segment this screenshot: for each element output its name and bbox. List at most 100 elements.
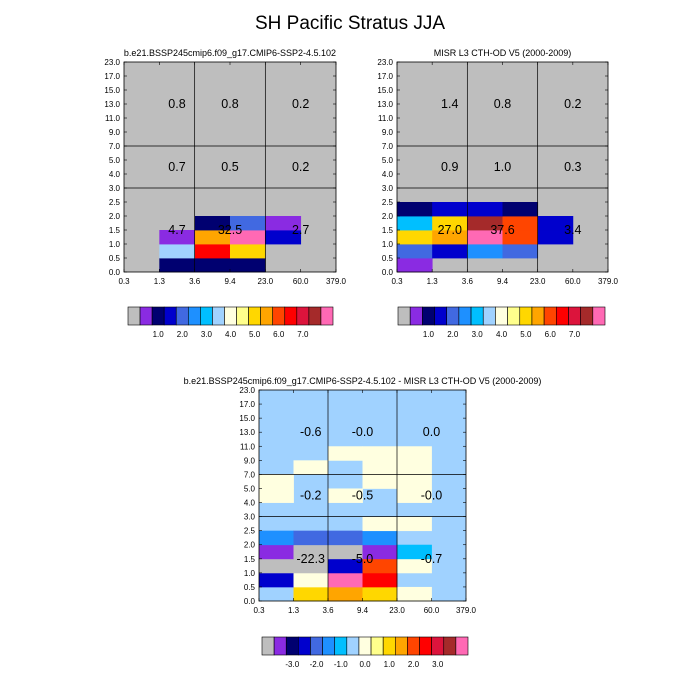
colorbar-swatch [224, 306, 237, 326]
heatmap-cell [362, 530, 398, 546]
colorbar-swatch [248, 306, 261, 326]
x-tick-label: 3.6 [189, 277, 201, 286]
heatmap-cell [328, 544, 363, 560]
x-tick-label: 0.3 [391, 277, 403, 286]
colorbar-swatch [322, 636, 336, 656]
heatmap-cell [293, 572, 329, 588]
colorbar-label: 4.0 [225, 330, 237, 339]
y-tick-label: 0.5 [244, 583, 256, 592]
heatmap-cell [467, 244, 503, 259]
heatmap-cell [265, 230, 302, 245]
y-tick-label: 17.0 [239, 400, 255, 409]
colorbar-label: 7.0 [297, 330, 309, 339]
region-value-label: 0.3 [564, 160, 581, 174]
colorbar-swatch [298, 636, 311, 656]
colorbar-label: 1.0 [153, 330, 165, 339]
heatmap-cell [259, 488, 294, 503]
y-tick-label: 11.0 [378, 114, 394, 123]
x-tick-label: 60.0 [293, 277, 309, 286]
heatmap-cell [293, 586, 329, 602]
colorbar-swatch [320, 306, 334, 326]
colorbar-swatch [555, 306, 569, 326]
heatmap-cell [194, 230, 231, 245]
colorbar-label: -2.0 [310, 660, 324, 669]
heatmap-cell [328, 586, 363, 602]
heatmap-cell [362, 446, 398, 461]
heatmap-cell [432, 202, 468, 217]
region-value-label: 0.9 [441, 160, 458, 174]
heatmap-cell [467, 230, 503, 245]
y-tick-label: 5.0 [244, 484, 256, 493]
colorbar-label: 2.0 [447, 330, 459, 339]
heatmap-cell [230, 244, 266, 259]
region-value-label: -22.3 [297, 552, 326, 566]
y-tick-label: 15.0 [239, 414, 255, 423]
x-tick-label: 3.6 [322, 606, 334, 615]
region-value-label: -0.0 [352, 425, 374, 439]
colorbar-swatch [127, 306, 141, 326]
y-tick-label: 13.0 [377, 100, 393, 109]
colorbar-swatch [236, 306, 249, 326]
y-tick-label: 2.0 [244, 541, 256, 550]
y-tick-label: 1.0 [109, 240, 121, 249]
colorbar-swatch [382, 636, 396, 656]
y-tick-label: 11.0 [105, 114, 121, 123]
y-tick-label: 23.0 [239, 386, 255, 395]
heatmap-cell [259, 530, 294, 546]
heatmap-cell [259, 558, 294, 574]
region-value-label: 0.8 [494, 97, 511, 111]
colorbar-swatch [443, 636, 457, 656]
heatmap-cell [502, 230, 539, 245]
y-tick-label: 2.0 [109, 212, 121, 221]
x-tick-label: 0.3 [253, 606, 265, 615]
region-value-label: -0.6 [300, 425, 322, 439]
colorbar-swatch [285, 636, 299, 656]
colorbar-label: 3.0 [472, 330, 484, 339]
heatmap-cell [467, 216, 503, 231]
heatmap-cell [397, 474, 432, 489]
y-tick-label: 2.5 [109, 198, 121, 207]
colorbar: 1.0 2.0 3.0 4.0 5.0 6.0 7.0 [127, 306, 334, 339]
y-tick-label: 0.0 [109, 268, 121, 277]
y-tick-label: 23.0 [377, 58, 393, 67]
heatmap-cell [362, 572, 398, 588]
region-value-label: 2.7 [292, 223, 309, 237]
colorbar-swatch [422, 306, 435, 326]
y-tick-label: 7.0 [382, 142, 394, 151]
colorbar-swatch [507, 306, 521, 326]
region-value-label: 27.0 [438, 223, 462, 237]
heatmap-cell [397, 258, 433, 273]
x-tick-label: 9.4 [497, 277, 509, 286]
colorbar-label: 1.0 [423, 330, 435, 339]
region-value-label: 0.2 [292, 97, 309, 111]
y-tick-label: 4.0 [244, 499, 256, 508]
region-value-label: -5.0 [352, 552, 374, 566]
y-tick-label: 1.0 [244, 569, 256, 578]
colorbar-swatch [470, 306, 484, 326]
colorbar-swatch [260, 306, 274, 326]
y-tick-label: 1.0 [382, 240, 394, 249]
panels-group: b.e21.BSSP245cmip6.f09_g17.CMIP6-SSP2-4.… [104, 48, 618, 669]
heatmap-cell [397, 230, 433, 245]
y-tick-label: 0.5 [382, 254, 394, 263]
heatmap-cell [397, 202, 433, 217]
heatmap-cell [328, 530, 363, 546]
heatmap-cell [265, 216, 302, 231]
x-tick-label: 9.4 [357, 606, 369, 615]
panel-subtitle: b.e21.BSSP245cmip6.f09_g17.CMIP6-SSP2-4.… [124, 48, 336, 58]
colorbar-swatch [296, 306, 310, 326]
colorbar-swatch [310, 636, 323, 656]
heatmap-cell [362, 544, 398, 560]
colorbar-swatch [531, 306, 545, 326]
x-tick-label: 379.0 [456, 606, 477, 615]
heatmap-cell [502, 244, 539, 259]
x-tick-label: 1.3 [154, 277, 166, 286]
heatmap-cell [259, 474, 294, 489]
colorbar-swatch [458, 306, 472, 326]
colorbar-label: 2.0 [408, 660, 420, 669]
colorbar-swatch [495, 306, 508, 326]
colorbar-label: 0.0 [359, 660, 371, 669]
panel-obs: MISR L3 CTH-OD V5 (2000-2009) 0.3 1.3 3.6 9.… [377, 48, 618, 339]
heatmap-cell [362, 474, 398, 489]
